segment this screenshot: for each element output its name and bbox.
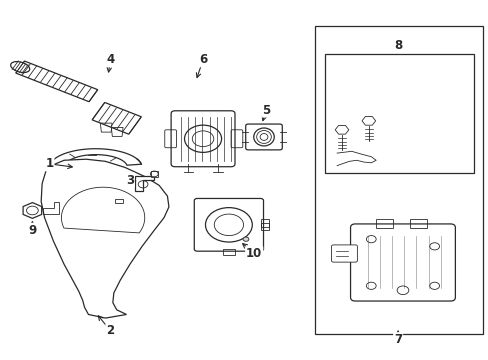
Circle shape — [184, 125, 221, 152]
Ellipse shape — [11, 62, 30, 73]
Polygon shape — [92, 103, 141, 134]
FancyBboxPatch shape — [171, 111, 235, 167]
Polygon shape — [61, 187, 144, 233]
Text: 2: 2 — [106, 324, 114, 337]
Polygon shape — [151, 171, 158, 177]
Text: 6: 6 — [199, 53, 207, 66]
Polygon shape — [135, 176, 154, 192]
Text: 9: 9 — [28, 224, 37, 237]
FancyBboxPatch shape — [245, 124, 282, 150]
FancyBboxPatch shape — [331, 245, 357, 262]
FancyBboxPatch shape — [194, 198, 263, 251]
Text: 10: 10 — [245, 247, 262, 260]
Polygon shape — [334, 125, 348, 134]
Bar — [325, 54, 473, 173]
Circle shape — [243, 237, 248, 241]
Text: 3: 3 — [125, 174, 134, 186]
Text: 7: 7 — [393, 333, 401, 346]
Bar — [315, 26, 483, 334]
Text: 5: 5 — [262, 104, 270, 117]
Ellipse shape — [253, 128, 274, 146]
Polygon shape — [361, 117, 375, 125]
Polygon shape — [95, 166, 105, 173]
Text: 1: 1 — [45, 157, 53, 170]
Polygon shape — [23, 203, 41, 219]
Polygon shape — [41, 159, 168, 318]
Text: 8: 8 — [393, 39, 402, 52]
Polygon shape — [49, 149, 141, 166]
FancyBboxPatch shape — [350, 224, 454, 301]
Text: 4: 4 — [106, 53, 114, 66]
Polygon shape — [111, 170, 121, 177]
